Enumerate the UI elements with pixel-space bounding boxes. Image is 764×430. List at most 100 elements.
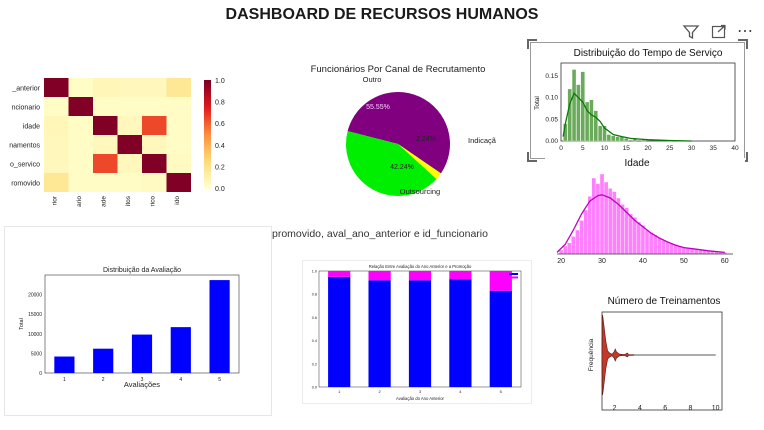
promotion-y-tick: 0.4 <box>312 339 317 343</box>
tenure-bar <box>602 125 607 142</box>
heatmap-col-label: ido <box>174 196 181 205</box>
colorbar-segment <box>204 139 211 143</box>
promotion-legend-swatch <box>509 276 518 279</box>
filter-icon[interactable] <box>682 24 700 40</box>
heatmap-cell <box>44 78 69 97</box>
colorbar-segment <box>204 166 211 170</box>
heatmap-col-label: rico <box>149 196 156 207</box>
promotion-bar-segment <box>408 271 432 281</box>
promotion-x-tick: 1 <box>338 389 341 394</box>
heatmap-cell <box>44 116 69 135</box>
colorbar-segment <box>204 125 211 130</box>
tenure-title: Distribuição do Tempo de Serviço <box>574 48 723 59</box>
heatmap-cell <box>93 173 118 192</box>
heatmap-col-label: ade <box>100 196 107 207</box>
age-bar <box>640 224 646 255</box>
age-bar <box>579 220 584 255</box>
ratings-x-tick: 4 <box>179 377 182 383</box>
pie-slice-label: Outsourcing <box>400 187 440 196</box>
age-bar <box>591 177 597 255</box>
promotion-y-tick: 0.8 <box>312 293 317 297</box>
promotion-y-tick: 1.0 <box>312 270 317 274</box>
colorbar-segment <box>204 80 211 84</box>
heatmap-cell <box>93 135 118 154</box>
pie-slice-label: Outro <box>363 75 382 84</box>
promotion-bar-segment <box>489 290 512 387</box>
promotion-y-tick: 0.2 <box>312 362 317 366</box>
tenure-kde-line <box>562 92 692 142</box>
age-bar <box>632 217 638 255</box>
ratings-y-tick: 5000 <box>31 351 42 357</box>
ratings-x-tick: 2 <box>102 377 105 383</box>
colorbar-segment <box>204 147 211 151</box>
tenure-distribution-panel[interactable]: Distribuição do Tempo de Serviço 0 5 10 15 20… <box>530 42 745 159</box>
tenure-y-tick: 0.05 <box>545 116 558 123</box>
age-bar <box>567 242 572 255</box>
heatmap-cell <box>44 173 69 192</box>
tenure-axes-frame <box>560 62 736 142</box>
colorbar-segment <box>204 112 211 116</box>
heatmap-cell <box>68 154 93 173</box>
colorbar-segment <box>204 88 211 92</box>
trainings-x-tick: 2 <box>613 405 617 412</box>
selection-handle-bottom-left[interactable] <box>527 152 537 162</box>
heatmap-cell <box>117 154 142 173</box>
age-bar <box>562 245 568 255</box>
ratings-y-tick: 20000 <box>28 293 42 299</box>
ratings-distribution-panel[interactable]: Distribuição da Avaliação 1 2 3 4 5 0 5000 10000… <box>4 226 272 416</box>
promotion-x-tick: 4 <box>459 389 462 394</box>
tenure-x-tick: 20 <box>644 145 652 152</box>
age-bar <box>599 173 605 255</box>
more-options-icon[interactable]: ⋯ <box>737 23 753 40</box>
colorbar-segment <box>204 174 211 178</box>
colorbar-segment <box>204 155 211 159</box>
selection-handle-top-right[interactable] <box>738 39 748 49</box>
colorbar-tick-label: 0.4 <box>215 143 225 150</box>
colorbar-segment <box>204 177 211 181</box>
trainings-violin-panel[interactable]: Número de Treinamentos 2 4 6 8 10 Frequência <box>582 294 732 416</box>
ratings-x-label: Avaliações <box>124 380 160 389</box>
colorbar-tick-label: 1.0 <box>215 78 225 85</box>
tenure-bar <box>571 69 577 142</box>
ratings-y-tick: 0 <box>39 371 42 377</box>
colorbar-segment <box>204 104 211 108</box>
promotion-y-tick: 0.0 <box>312 386 317 390</box>
pie-slice <box>347 92 450 174</box>
colorbar-segment <box>204 109 211 113</box>
tenure-x-tick: 25 <box>666 145 674 152</box>
ratings-bar <box>93 348 114 373</box>
heatmap-row-label: namentos <box>9 143 40 150</box>
age-x-tick: 40 <box>639 258 647 265</box>
colorbar-segment <box>204 134 211 138</box>
heatmap-cell <box>117 135 142 154</box>
heatmap-col-label: itos <box>125 195 132 206</box>
trainings-violin-body <box>601 314 634 396</box>
age-bar <box>652 234 658 255</box>
age-x-tick: 20 <box>557 258 565 265</box>
promotion-title: Relação Entre Avaliação do Ano Anterior … <box>369 264 472 269</box>
ratings-bar <box>209 280 230 373</box>
dashboard-title: DASHBOARD DE RECURSOS HUMANOS <box>225 6 539 23</box>
focus-mode-icon[interactable] <box>710 24 728 40</box>
promotion-stacked-panel[interactable]: Relação Entre Avaliação do Ano Anterior … <box>302 260 532 404</box>
tenure-bar <box>615 136 620 142</box>
recruitment-pie-panel[interactable]: Funcionários Por Canal de Recrutamento Ou… <box>300 58 500 208</box>
pie-slice-percent: 42.24% <box>390 164 414 171</box>
ratings-title: Distribuição da Avaliação <box>103 267 181 274</box>
age-distribution-panel[interactable]: Idade 20 30 40 50 60 <box>545 158 745 268</box>
correlation-heatmap-panel[interactable]: _anterior ncionario idade namentos o_servico… <box>4 72 238 220</box>
age-bar <box>644 229 650 255</box>
tenure-x-tick: 5 <box>581 145 585 152</box>
ratings-y-tick: 10000 <box>28 332 42 338</box>
promotion-bar-segment <box>489 271 512 291</box>
heatmap-cell <box>142 78 167 97</box>
heatmap-cell <box>142 116 167 135</box>
selection-handle-top-left[interactable] <box>527 39 537 49</box>
tenure-bar <box>580 71 585 142</box>
ratings-x-tick: 3 <box>141 377 144 383</box>
tenure-distribution-chart: Distribuição do Tempo de Serviço 0 5 10 15 20… <box>534 48 739 152</box>
age-bar <box>575 229 580 255</box>
promotion-caption: promovido, aval_ano_anterior e id_funcio… <box>272 228 488 240</box>
trainings-title: Número de Treinamentos <box>608 296 721 307</box>
tenure-y-label: Total <box>534 96 541 110</box>
